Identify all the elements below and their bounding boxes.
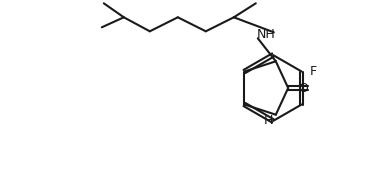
Text: F: F: [310, 65, 317, 78]
Text: NH: NH: [257, 28, 275, 41]
Text: H: H: [264, 114, 273, 127]
Text: O: O: [298, 82, 308, 95]
